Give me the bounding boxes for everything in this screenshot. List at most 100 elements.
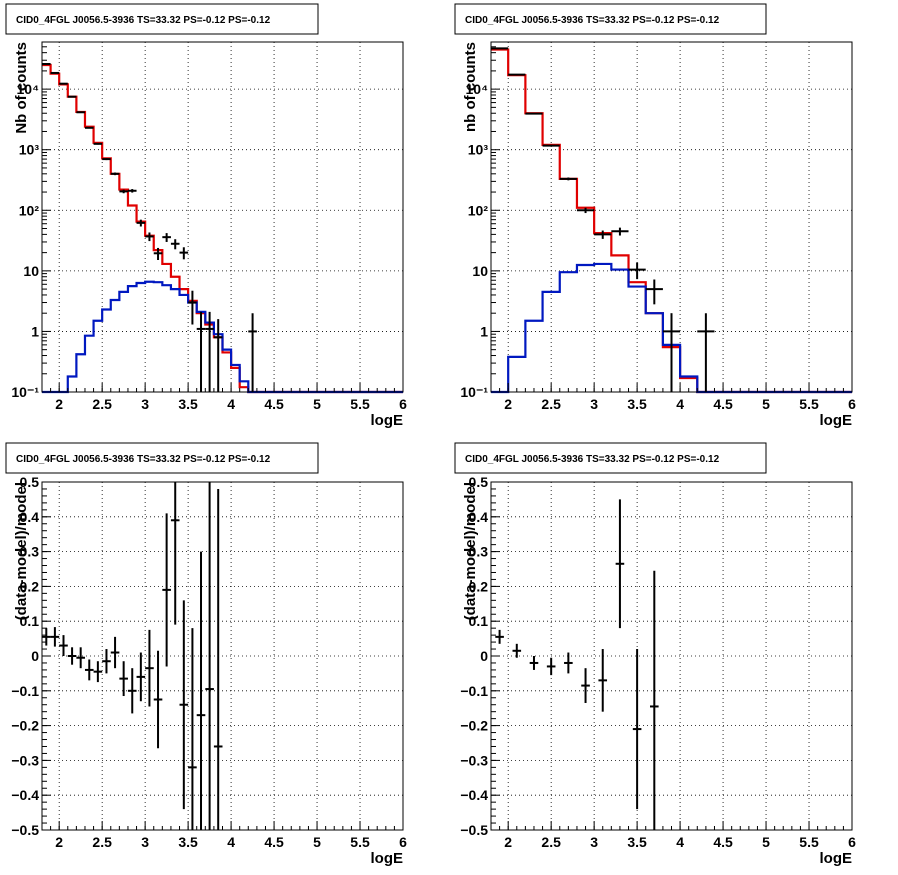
y-tick-label: −0.3 [460, 752, 488, 768]
x-axis-title: logE [371, 850, 404, 867]
data-point [170, 239, 180, 250]
data-point [153, 650, 163, 749]
data-point [102, 158, 111, 161]
y-tick-label: −0.4 [460, 787, 488, 803]
y-tick-label: −0.5 [460, 822, 488, 838]
data-point [188, 628, 197, 830]
data-point [594, 230, 612, 239]
data-point [179, 600, 189, 810]
y-tick-label: 0.3 [20, 544, 40, 560]
y-tick-label: 0.1 [469, 613, 489, 629]
data-point [93, 142, 103, 145]
data-point [205, 482, 214, 830]
data-point [576, 207, 595, 214]
data-point [84, 659, 94, 681]
data-point [93, 661, 103, 683]
x-tick-label: 3.5 [178, 834, 198, 850]
data-point [598, 649, 608, 712]
y-tick-label: 0.3 [469, 544, 489, 560]
chart-title: CID0_4FGL J0056.5-3936 TS=33.32 PS=-0.12… [465, 15, 720, 26]
data-point [145, 629, 154, 707]
data-point [153, 247, 163, 261]
chart-title: CID0_4FGL J0056.5-3936 TS=33.32 PS=-0.12… [465, 454, 720, 465]
y-tick-label: −0.2 [11, 718, 39, 734]
x-tick-label: 2 [504, 396, 512, 412]
data-point [611, 227, 629, 236]
data-point [213, 488, 223, 830]
x-tick-label: 4 [676, 834, 684, 850]
data-point [650, 570, 659, 830]
x-tick-label: 2.5 [541, 834, 561, 850]
data-point [615, 499, 625, 629]
chart-panel-p2: 2 2.5 3 3.5 4 4.5 5 5.5 6 10⁻¹ 1 10 10² 10³ 10⁴ logE nb … [454, 3, 856, 429]
data-point [102, 649, 111, 674]
data-point [127, 189, 137, 193]
x-tick-label: 3.5 [627, 396, 647, 412]
y-tick-label: 10² [468, 202, 489, 218]
y-tick-label: 10⁻¹ [11, 384, 39, 400]
x-tick-label: 6 [399, 396, 407, 412]
data-point [628, 262, 646, 280]
y-tick-label: 0 [31, 648, 39, 664]
data-point [76, 647, 85, 669]
data-point [119, 661, 128, 697]
title-box [5, 3, 319, 35]
x-tick-label: 4.5 [264, 396, 284, 412]
x-tick-label: 5.5 [350, 834, 370, 850]
y-tick-label: −0.1 [11, 683, 39, 699]
data-point [84, 126, 94, 129]
x-tick-label: 3.5 [178, 396, 198, 412]
data-point [645, 279, 663, 305]
title-box [454, 3, 767, 35]
x-tick-label: 5 [313, 396, 321, 412]
x-axis-title: logE [371, 412, 404, 429]
x-tick-label: 4.5 [264, 834, 284, 850]
data-point [205, 311, 214, 392]
y-tick-label: 10⁴ [466, 81, 489, 97]
chart-title: CID0_4FGL J0056.5-3936 TS=33.32 PS=-0.12… [16, 454, 271, 465]
chart-panel-p1: 2 2.5 3 3.5 4 4.5 5 5.5 6 10⁻¹ 1 10 10² 10³ 10⁴ logE Nb … [5, 3, 407, 429]
data-point [110, 172, 120, 176]
data-point [162, 233, 171, 242]
data-point [136, 219, 146, 227]
data-point [248, 313, 257, 392]
y-tick-label: 0.2 [20, 578, 40, 594]
data-point [529, 656, 539, 670]
x-tick-label: 5 [762, 834, 770, 850]
x-axis-title: logE [820, 850, 853, 867]
grid [491, 42, 852, 392]
grid [42, 482, 403, 830]
data-point [512, 643, 522, 658]
x-tick-label: 4 [676, 396, 684, 412]
data-point [632, 649, 642, 810]
x-tick-label: 3 [590, 396, 598, 412]
data-point [145, 232, 154, 242]
x-tick-label: 5.5 [350, 396, 370, 412]
x-tick-label: 2.5 [92, 396, 112, 412]
data-point [110, 636, 120, 669]
data-point [119, 189, 128, 194]
y-tick-label: −0.3 [11, 752, 39, 768]
data-point [196, 551, 206, 830]
x-tick-label: 4 [227, 396, 235, 412]
y-axis-title: Nb of counts [13, 42, 30, 134]
y-tick-label: 10³ [468, 142, 489, 158]
data-point [59, 635, 68, 656]
data-point [76, 111, 85, 114]
y-tick-label: 10⁻¹ [460, 384, 488, 400]
data-point [546, 657, 556, 676]
y-tick-label: 0.5 [469, 474, 489, 490]
x-tick-label: 4.5 [713, 396, 733, 412]
chart-panel-p3: 2 2.5 3 3.5 4 4.5 5 5.5 6 −0.5 −0.4 −0.3 −0.2 −0.1 0 0.… [5, 442, 407, 867]
data-point [662, 313, 681, 392]
data-point [42, 628, 51, 646]
x-tick-label: 2.5 [541, 396, 561, 412]
title-box [454, 442, 767, 474]
x-tick-label: 4.5 [713, 834, 733, 850]
y-tick-label: −0.1 [460, 683, 488, 699]
data-point [697, 313, 715, 392]
y-tick-label: 1 [31, 323, 39, 339]
grid [491, 482, 852, 830]
data-point [196, 311, 206, 392]
data-point [564, 652, 573, 674]
